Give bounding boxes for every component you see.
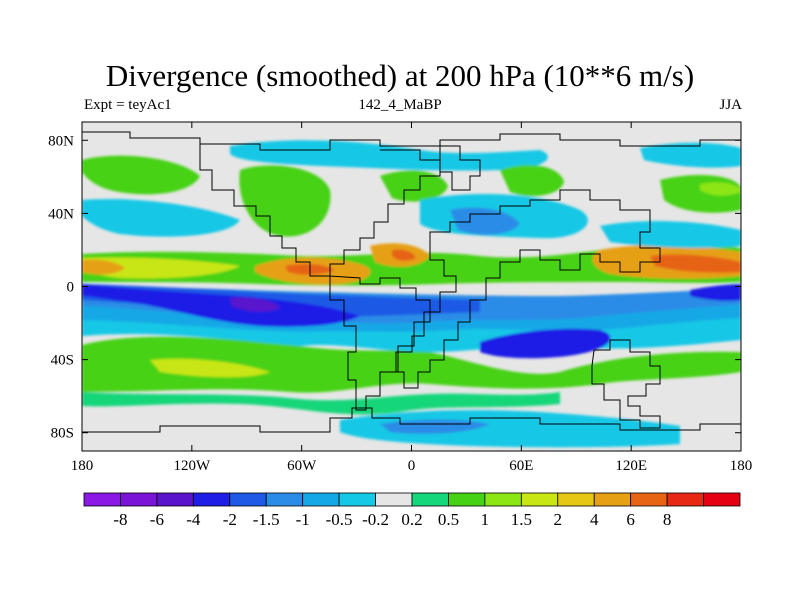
colorbar-label-5: -1	[296, 510, 310, 529]
colorbar-label-2: -4	[186, 510, 201, 529]
atlantic-midlat-green	[380, 170, 448, 202]
colorbar-box-11	[484, 492, 522, 507]
south-pacific-convergence-core	[82, 284, 360, 327]
colorbar-box-0	[83, 492, 121, 507]
north-pacific-cyan	[82, 198, 240, 237]
plot-area	[82, 122, 741, 451]
run-label: 142_4_MaBP	[358, 97, 442, 113]
arctic-cyan	[230, 140, 548, 171]
north-america-green	[239, 165, 331, 237]
colorbar-box-10	[448, 492, 486, 507]
y-tick-label-1: 40N	[48, 206, 74, 222]
coastline-greenland	[439, 145, 481, 191]
dateline-east-convergence	[690, 284, 741, 301]
southern-midlat-lightgreen	[82, 392, 560, 415]
x-tick-label-4: 60E	[509, 458, 533, 474]
colorbar-label-15: 8	[663, 510, 672, 529]
atlantic-strong-spot	[392, 249, 416, 261]
coastline-africa-eurasia	[395, 189, 661, 389]
arctic-east-cyan	[640, 142, 741, 168]
axis-ticks: 180 120W 60W 0 60E 120E 180 80N 40N 0 40S 80S	[48, 122, 752, 474]
y-tick-label-3: 40S	[51, 353, 74, 369]
colorbar-box-8	[375, 492, 413, 507]
x-tick-label-1: 120W	[173, 458, 211, 474]
colorbar-box-6	[302, 492, 340, 507]
colorbar-box-3	[192, 492, 231, 507]
y-tick-label-2: 0	[67, 280, 75, 296]
chart-title: Divergence (smoothed) at 200 hPa (10**6 …	[105, 58, 695, 93]
season-label: JJA	[719, 97, 742, 113]
colorbar-box-7	[338, 492, 376, 507]
north-pacific-east-cyan	[600, 221, 741, 249]
north-pacific-green	[82, 155, 200, 195]
antarctic-blue	[380, 419, 490, 434]
colorbar-label-4: -1.5	[253, 510, 280, 529]
colorbar-label-0: -8	[113, 510, 127, 529]
coastline-north-america	[199, 144, 441, 277]
x-tick-label-5: 120E	[615, 458, 647, 474]
east-asia-yellow	[700, 182, 741, 196]
colorbar-label-10: 1	[481, 510, 490, 529]
colorbar-box-15	[630, 492, 668, 507]
x-tick-label-0: 180	[71, 458, 94, 474]
colorbar-label-7: -0.2	[362, 510, 389, 529]
colorbar-box-5	[265, 492, 304, 507]
southern-midlat-green-band	[82, 336, 741, 393]
x-tick-label-6: 180	[730, 458, 753, 474]
southern-midlat-yellow	[150, 358, 270, 378]
strong-convergence-spot	[230, 297, 280, 312]
siberia-green	[500, 165, 564, 197]
colorbar-label-14: 6	[626, 510, 635, 529]
colorbar-box-17	[703, 492, 741, 507]
colorbar-label-6: -0.5	[326, 510, 353, 529]
colorbar-box-12	[520, 492, 559, 507]
colorbar-label-1: -6	[150, 510, 164, 529]
tropical-yellow-band	[82, 257, 240, 279]
colorbar-box-2	[156, 492, 194, 507]
experiment-label: Expt = teyAc1	[84, 97, 172, 113]
coastline-australia	[591, 339, 661, 429]
colorbar-label-3: -2	[223, 510, 237, 529]
antarctic-cyan	[340, 410, 680, 448]
coastline-antarctica	[82, 407, 741, 433]
west-pacific-strong	[650, 254, 741, 273]
colorbar-box-16	[666, 492, 704, 507]
colorbar-label-12: 2	[554, 510, 563, 529]
coastline-arctic	[82, 131, 741, 151]
asia-blue	[450, 207, 520, 235]
x-tick-label-2: 60W	[287, 458, 317, 474]
colorbar-label-9: 0.5	[438, 510, 459, 529]
colorbar: -8 -6 -4 -2 -1.5 -1 -0.5 -0.2 0.2 0.5 1 1.5 2 4 6 8	[83, 492, 741, 529]
coastlines	[82, 131, 741, 433]
south-indian-convergence-core	[480, 328, 611, 359]
dateline-west-divergence	[82, 259, 125, 275]
y-tick-label-4: 80S	[51, 426, 74, 442]
colorbar-label-8: 0.2	[401, 510, 422, 529]
colorbar-label-11: 1.5	[511, 510, 532, 529]
colorbar-box-4	[229, 492, 267, 507]
x-tick-label-3: 0	[408, 458, 416, 474]
colorbar-box-1	[120, 492, 158, 507]
colorbar-box-9	[411, 492, 449, 507]
y-tick-label-0: 80N	[48, 133, 74, 149]
colorbar-box-13	[557, 492, 595, 507]
colorbar-box-14	[593, 492, 632, 507]
colorbar-label-13: 4	[590, 510, 599, 529]
